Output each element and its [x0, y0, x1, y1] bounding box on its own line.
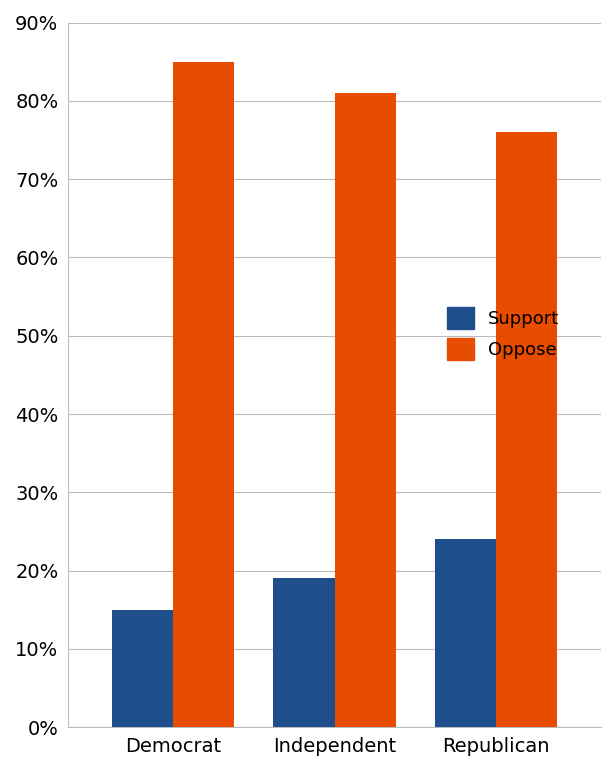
Bar [496, 132, 557, 727]
Legend: Support, Oppose: Support, Oppose [439, 299, 567, 367]
Bar [173, 62, 235, 727]
Bar [111, 610, 173, 727]
Bar [334, 93, 396, 727]
Bar [435, 540, 496, 727]
Bar [273, 578, 334, 727]
